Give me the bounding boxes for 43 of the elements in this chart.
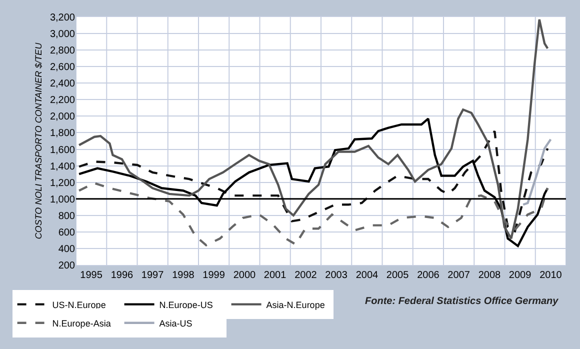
y-tick-label: 1,800	[50, 128, 76, 140]
line-series	[78, 130, 549, 234]
y-tick-label: 800	[58, 210, 76, 222]
x-tick-label: 1998	[172, 270, 195, 281]
legend-label: US-N.Europe	[52, 300, 106, 310]
y-tick-label: 2,000	[50, 112, 76, 123]
x-tick-label: 1999	[202, 270, 226, 281]
y-tick-label: 200	[58, 260, 76, 272]
x-tick-label: 2005	[386, 270, 410, 281]
x-tick-label: 1997	[141, 270, 164, 281]
legend-label: N.Europe-US	[159, 300, 213, 310]
y-tick-label: 1,000	[50, 194, 76, 206]
x-tick-label: 2008	[478, 270, 501, 281]
y-tick-label: 600	[58, 227, 76, 238]
y-tick-label: 1,400	[50, 161, 76, 172]
x-tick-label: 1995	[80, 270, 103, 281]
x-tick-label: 1996	[110, 270, 134, 281]
line-series	[78, 18, 549, 240]
x-tick-label: 2003	[325, 270, 348, 281]
y-tick-label: 2,200	[50, 95, 76, 106]
y-axis-title: COSTO NOLI TRASPORTO CONTAINER $/TEU	[33, 42, 44, 240]
x-tick-label: 2000	[233, 270, 256, 281]
x-tick-label: 2009	[508, 270, 532, 281]
x-tick-label: 2004	[356, 270, 378, 281]
y-tick-label: 400	[58, 244, 76, 255]
x-tick-label: 2006	[417, 270, 440, 281]
line-series	[522, 138, 552, 206]
y-tick-label: 2,800	[50, 46, 76, 57]
legend-label: Asia-N.Europe	[266, 300, 325, 310]
y-tick-label: 1,200	[50, 178, 76, 189]
legend-label: N.Europe-Asia	[52, 318, 111, 328]
y-tick-label: 1,600	[50, 144, 76, 156]
y-tick-label: 2,400	[50, 78, 76, 90]
y-tick-label: 2,600	[50, 62, 76, 74]
y-tick-label: 3,000	[50, 29, 76, 40]
legend-label: Asia-US	[159, 318, 192, 328]
x-tick-label: 2010	[540, 270, 562, 281]
y-tick-label: 3,200	[50, 12, 76, 24]
source-note: Fonte: Federal Statistics Office Germany	[365, 296, 559, 307]
x-tick-label: 2001	[264, 270, 287, 281]
x-tick-label: 2002	[294, 270, 318, 281]
x-tick-label: 2007	[448, 270, 470, 281]
line-series	[78, 182, 549, 246]
